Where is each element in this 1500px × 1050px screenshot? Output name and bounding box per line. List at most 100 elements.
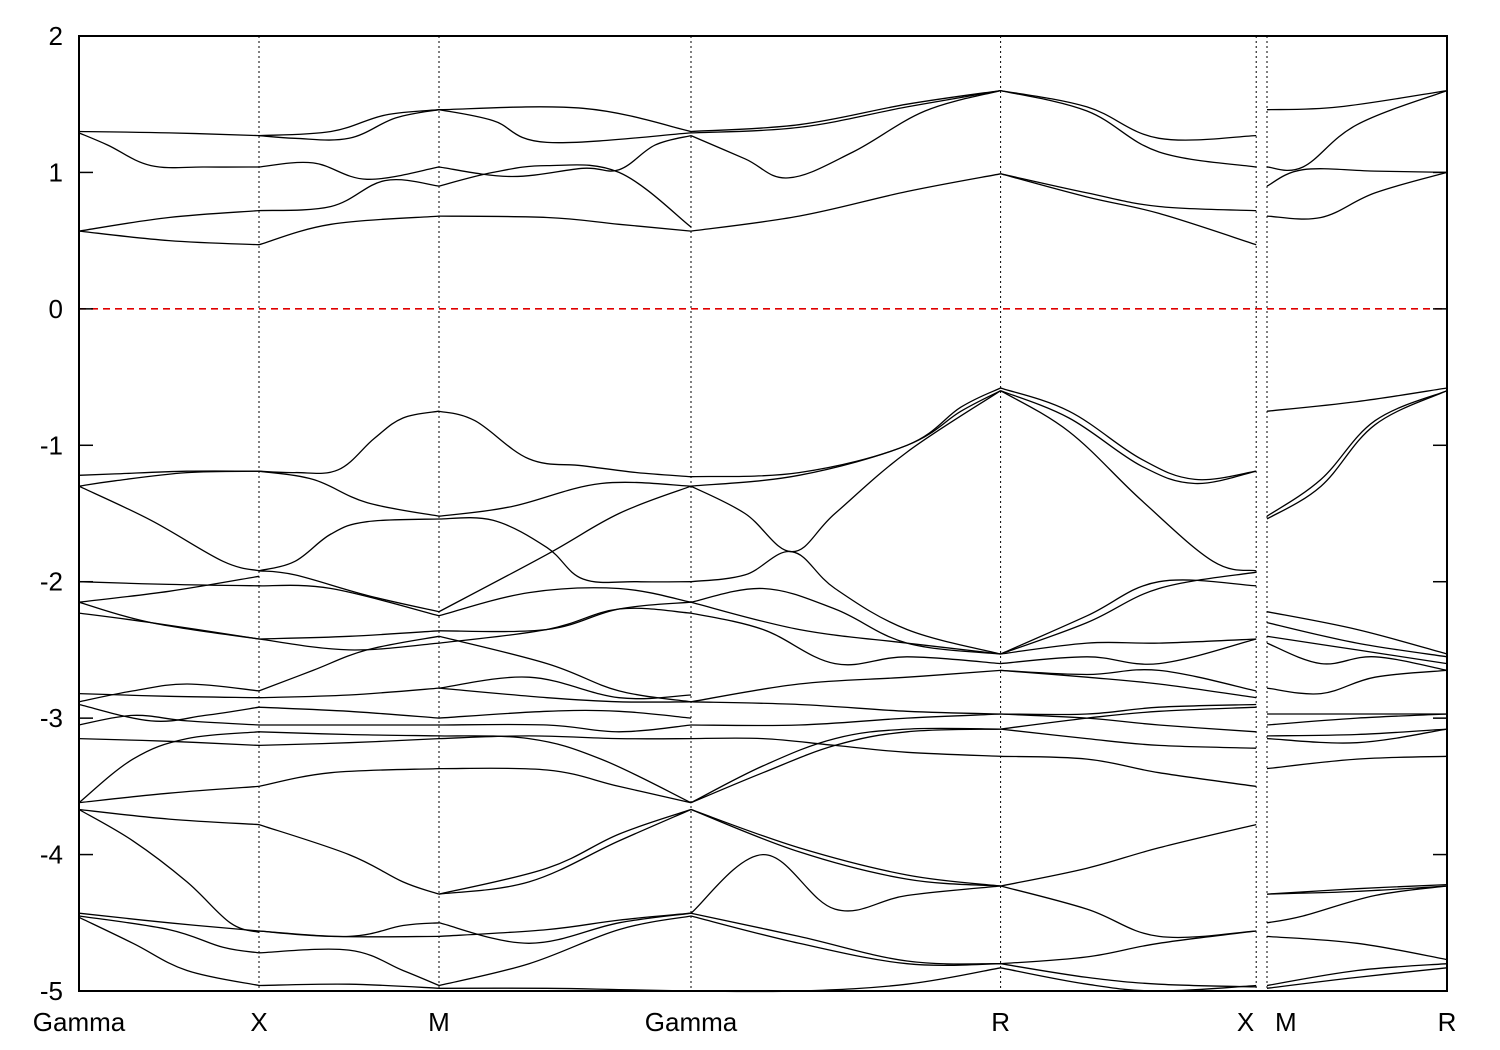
band-line [1000, 173, 1257, 246]
band-line [690, 912, 1001, 965]
band-line [258, 410, 440, 475]
band-line [438, 607, 692, 644]
band-line [258, 948, 440, 987]
band-line [690, 713, 1001, 727]
band-line [438, 808, 692, 895]
y-tick-label: -3 [40, 703, 63, 733]
band-line [438, 164, 692, 228]
band-line [1000, 173, 1257, 212]
band-line [438, 517, 692, 584]
band-line [1000, 579, 1257, 655]
ticks-layer [79, 35, 1447, 992]
band-line [690, 967, 1001, 993]
band-line [438, 687, 692, 703]
y-tick-label: -5 [40, 976, 63, 1006]
band-line [78, 915, 260, 954]
band-line [438, 767, 692, 804]
plot-frame [78, 35, 1448, 992]
x-tick-label: X [1237, 1007, 1254, 1037]
band-line [438, 735, 692, 740]
band-line [258, 823, 440, 895]
band-line [258, 470, 440, 517]
x-tick-label: Gamma [33, 1007, 126, 1037]
band-line [1266, 963, 1448, 987]
band-line [690, 808, 1001, 887]
band-line [258, 630, 440, 640]
band-line [258, 518, 440, 572]
band-line [690, 612, 1001, 666]
band-line [1266, 89, 1448, 171]
band-line [1000, 387, 1257, 481]
band-line [690, 853, 1001, 914]
x-tick-label: R [991, 1007, 1010, 1037]
band-line [438, 134, 692, 178]
band-line [1266, 168, 1448, 187]
band-line [78, 130, 260, 137]
band-line [78, 916, 260, 987]
band-line [1000, 390, 1257, 572]
band-line [690, 728, 1001, 804]
band-line [1266, 755, 1448, 770]
band-line [438, 587, 692, 617]
band-line [1000, 89, 1257, 141]
x-tick-label: R [1438, 1007, 1457, 1037]
band-line [78, 470, 260, 487]
band-line [690, 737, 1001, 757]
x-tick-label: X [250, 1007, 267, 1037]
y-tick-label: 1 [49, 157, 63, 187]
band-line [438, 676, 692, 700]
band-line [438, 215, 692, 232]
band-line [78, 485, 260, 572]
band-line [78, 912, 260, 932]
band-line [438, 808, 692, 895]
band-line [690, 587, 1001, 655]
band-line [78, 808, 260, 933]
band-line [1266, 885, 1448, 895]
k-point-lines [258, 36, 1268, 991]
band-line [438, 735, 692, 804]
band-line [1266, 967, 1448, 989]
band-line [438, 106, 692, 133]
y-tick-label: 2 [49, 21, 63, 51]
band-line [1000, 885, 1257, 939]
band-line [1000, 390, 1257, 485]
x-tick-label: M [1275, 1007, 1297, 1037]
band-line [1266, 885, 1448, 924]
band-line [78, 581, 260, 587]
band-line [1000, 638, 1257, 655]
band-line [78, 737, 260, 747]
band-line [78, 612, 260, 640]
band-line [1266, 390, 1448, 517]
band-line [258, 179, 440, 212]
band-line [690, 727, 1001, 804]
band-line [1000, 706, 1257, 730]
band-line [258, 638, 440, 651]
band-line [1266, 611, 1448, 655]
band-line [1266, 883, 1448, 895]
band-line [78, 785, 260, 804]
band-line [78, 683, 260, 703]
band-line [1266, 635, 1448, 665]
band-line [1266, 89, 1448, 111]
band-line [1266, 387, 1448, 412]
x-tick-label: M [428, 1007, 450, 1037]
band-line [690, 808, 1001, 887]
band-line [258, 570, 440, 613]
band-line [690, 89, 1001, 134]
band-line [1266, 669, 1448, 695]
x-tick-label: Gamma [645, 1007, 738, 1037]
band-line [1266, 935, 1448, 961]
band-line [1000, 728, 1257, 749]
band-line [690, 89, 1001, 133]
band-line [438, 915, 692, 987]
band-line [690, 387, 1001, 478]
band-line [690, 669, 1001, 703]
band-line [258, 731, 440, 737]
band-line [1000, 89, 1257, 168]
y-tick-label: -1 [40, 430, 63, 460]
band-line [1000, 963, 1257, 988]
band-line [258, 767, 440, 788]
band-line [690, 551, 1001, 655]
